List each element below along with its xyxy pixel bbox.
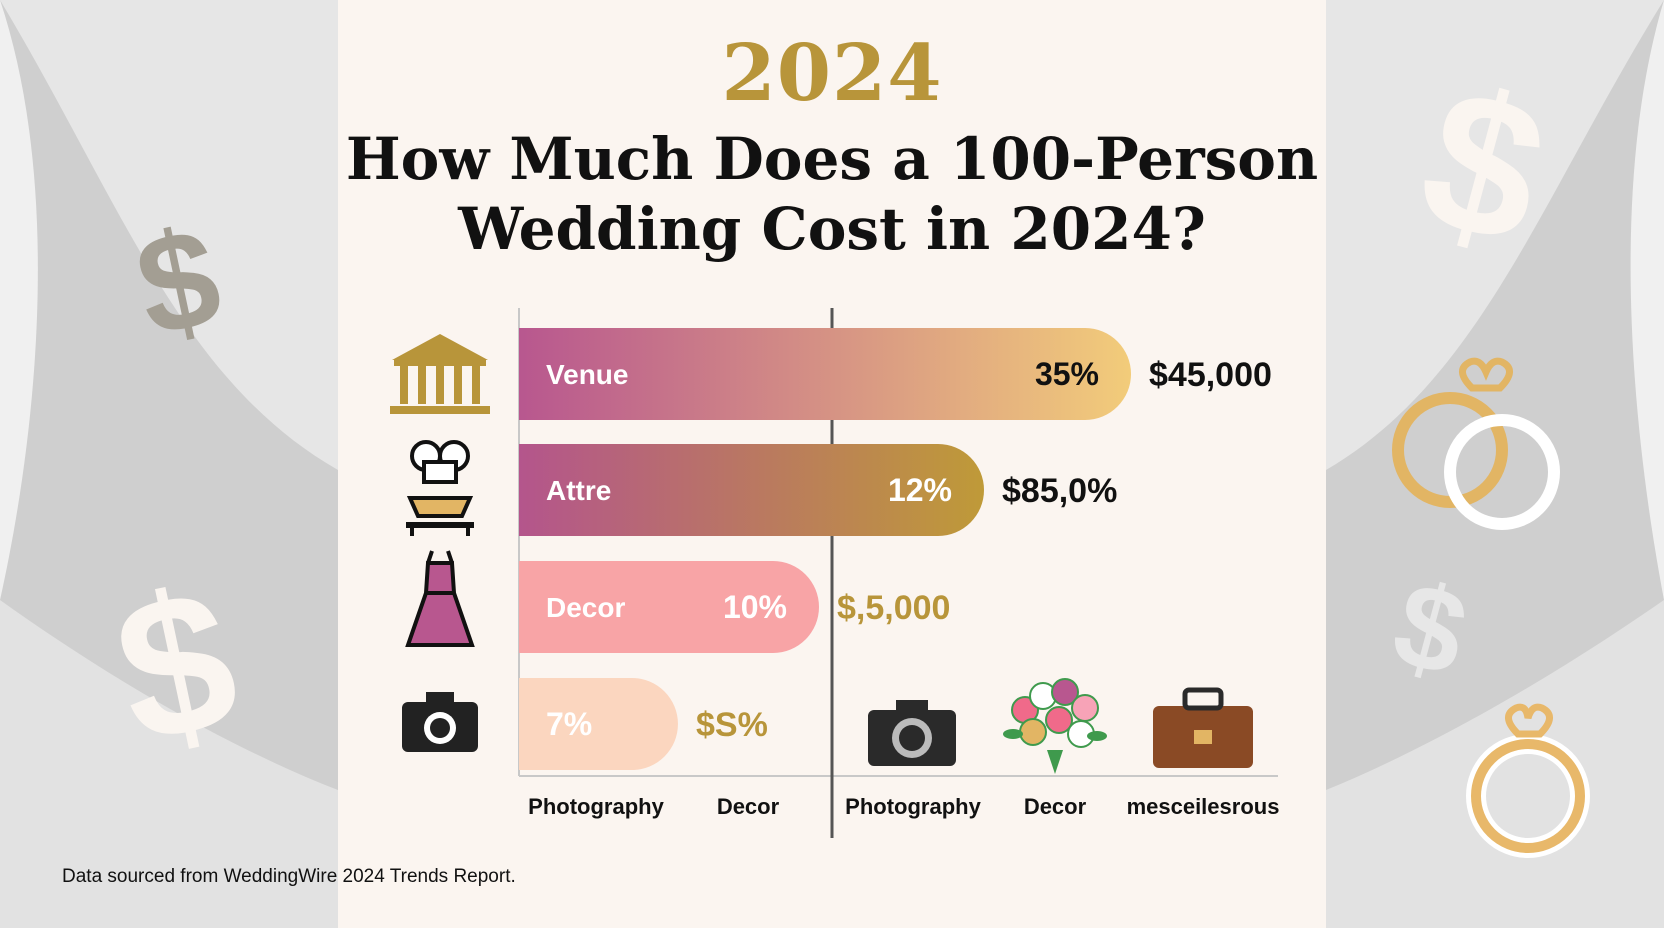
rings-icon	[1392, 357, 1560, 530]
category-label: Attre	[546, 475, 611, 506]
x-tick-label: Decor	[1024, 794, 1087, 819]
bar-venue	[519, 328, 1131, 420]
x-tick-label: mesceilesrous	[1127, 794, 1280, 819]
bar-decor	[519, 561, 819, 653]
briefcase-icon	[1153, 687, 1253, 768]
bouquet-icon	[1003, 678, 1107, 774]
title-line-2: Wedding Cost in 2024?	[458, 195, 1206, 263]
camera-icon	[868, 700, 956, 766]
percent-label: 12%	[888, 472, 952, 508]
title-line-1: How Much Does a 100-Person	[345, 125, 1319, 193]
category-label: Venue	[546, 359, 628, 390]
value-label: $85,0%	[1002, 472, 1117, 510]
x-tick-label: Photography	[845, 794, 981, 819]
percent-label: 10%	[723, 589, 787, 625]
source-note: Data sourced from WeddingWire 2024 Trend…	[62, 866, 516, 887]
dress-icon	[405, 550, 475, 647]
value-label: $45,000	[1149, 356, 1272, 394]
percent-label: 35%	[1035, 356, 1099, 392]
percent-label: 7%	[546, 706, 592, 742]
bar-row-4	[519, 678, 678, 770]
year-heading: 2024	[721, 28, 943, 119]
bank-icon	[390, 334, 490, 414]
chef-hat-icon	[406, 440, 474, 536]
category-label: Decor	[546, 592, 625, 623]
camera-icon	[402, 692, 478, 752]
value-label: $S%	[696, 706, 768, 744]
x-tick-label: Decor	[717, 794, 780, 819]
value-label: $,5,000	[837, 589, 950, 627]
x-tick-label: Photography	[528, 794, 664, 819]
page-title: How Much Does a 100-Person Wedding Cost …	[338, 124, 1326, 264]
bar-attre	[519, 444, 984, 536]
ring-icon	[1466, 703, 1590, 858]
